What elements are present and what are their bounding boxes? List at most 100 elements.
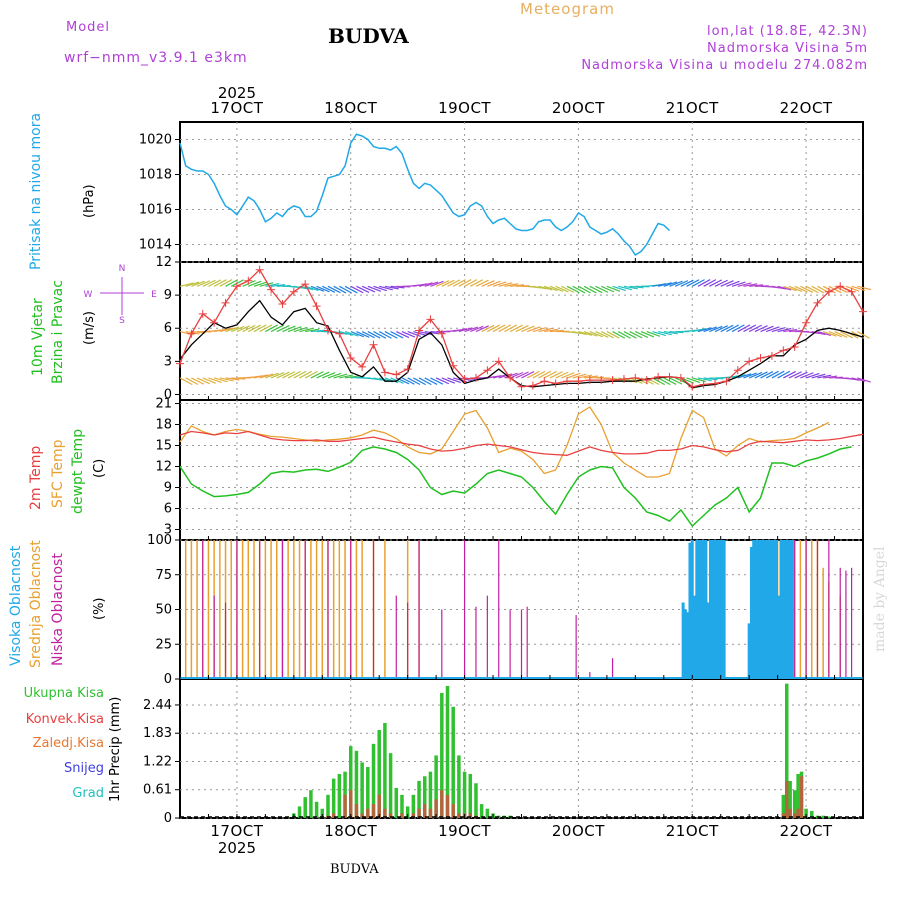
model-elevation: Nadmorska Visina u modelu 274.082m	[581, 58, 868, 73]
precip-total-bar	[383, 723, 387, 818]
wind-barb	[253, 324, 267, 333]
wind-barb	[657, 330, 672, 336]
wind-barb	[561, 372, 575, 379]
x-label-top: 19OCT	[438, 99, 491, 117]
wind-barb	[452, 279, 466, 287]
wind-barb	[555, 371, 569, 379]
precip-conv-bar	[366, 808, 370, 818]
wind-barb	[270, 372, 285, 379]
wind-barb	[213, 377, 228, 383]
wind-gust-marker	[813, 298, 822, 307]
precip-total-bar	[434, 755, 438, 818]
x-label-bottom: 20OCT	[552, 822, 605, 840]
x-label-bottom: 19OCT	[438, 822, 491, 840]
wind-barb	[549, 371, 563, 379]
y-tick-label: 75	[155, 568, 172, 583]
wind-barb	[322, 285, 336, 293]
wind-barb	[458, 279, 472, 287]
wind-barb	[857, 331, 870, 339]
precip-total-bar	[457, 755, 461, 818]
wind-barb	[492, 374, 507, 379]
wind-barb	[282, 325, 296, 333]
wind-gust-marker	[301, 280, 310, 289]
wind-barb	[441, 279, 455, 287]
wind-barb	[407, 330, 422, 337]
wind-gust-marker	[574, 377, 583, 386]
precip-total-bar	[297, 806, 302, 818]
wind-barb	[191, 377, 205, 385]
wind-barb	[663, 330, 678, 335]
wind-barb	[828, 330, 843, 338]
x-label-top: 22OCT	[780, 99, 833, 117]
y-tick-label: 21	[155, 397, 172, 412]
pressure-line	[179, 133, 671, 257]
wind-barb	[435, 377, 450, 385]
wind-barb	[498, 282, 513, 287]
wind-barb	[600, 331, 614, 339]
precip-conv-bar	[468, 813, 473, 818]
wind-barb	[817, 330, 832, 336]
wind-gust-marker	[244, 276, 253, 285]
wind-barb	[469, 279, 483, 287]
wind-barb	[464, 326, 479, 333]
wind-gust-marker	[790, 343, 799, 352]
wind-barb	[179, 377, 193, 386]
wind-barb	[447, 279, 461, 287]
wind-barb	[709, 279, 723, 287]
wind-gust-marker	[232, 282, 241, 291]
footer-station: BUDVA	[330, 862, 379, 877]
wind-barb	[851, 285, 866, 292]
wind-barb	[834, 285, 848, 293]
wind-barb	[367, 285, 382, 292]
y-tick-label: 0.61	[143, 783, 172, 798]
wind-barb	[765, 370, 779, 379]
wind-barb	[623, 331, 637, 339]
wind-barb	[424, 281, 439, 287]
precip-total-bar	[827, 816, 831, 818]
wind-barb	[509, 324, 523, 333]
y-tick-label: 3	[164, 523, 172, 538]
wind-barb	[259, 373, 274, 379]
wind-barb	[310, 285, 325, 292]
wind-barb	[811, 330, 826, 336]
wind-barb	[185, 281, 200, 287]
precip-conv-bar	[411, 813, 416, 818]
wind-gust-marker	[221, 298, 230, 307]
y-tick-label: 18	[155, 418, 172, 433]
wind-gust-marker	[608, 376, 617, 385]
wind-barb	[316, 285, 330, 293]
wind-barb	[692, 328, 707, 333]
dewpoint-line	[179, 446, 852, 528]
wind-barb	[373, 331, 387, 339]
wind-barb	[521, 325, 535, 333]
precip-total-bar	[354, 750, 359, 818]
wind-barb	[384, 331, 398, 339]
wind-barb	[413, 330, 427, 337]
precip-conv-bar	[388, 813, 393, 818]
precip-total-bar	[781, 794, 786, 818]
wind-barb	[470, 325, 484, 333]
wind-barb	[265, 283, 280, 287]
precip-conv-bar	[451, 804, 455, 818]
wind-gust-marker	[312, 302, 321, 311]
wind-barb	[327, 372, 342, 379]
precip-total-bar	[821, 815, 825, 818]
precip-conv-bar	[422, 804, 427, 818]
wind-barb	[475, 325, 489, 333]
y-tick-label: 1016	[139, 203, 172, 218]
wind-barb	[316, 371, 330, 379]
wind-gust-marker	[563, 377, 572, 386]
wind-barb	[771, 327, 786, 333]
wind-barb	[265, 324, 278, 333]
wind-barb	[339, 374, 354, 379]
wind-barb	[714, 325, 728, 333]
wind-barb	[561, 285, 575, 293]
y-tick-label: 0	[164, 811, 172, 826]
x-label-bottom: 21OCT	[666, 822, 719, 840]
year-label-bottom: 2025	[218, 839, 256, 857]
wind-barb	[287, 370, 301, 379]
precip-total-bar	[479, 804, 484, 818]
wind-barb	[640, 330, 655, 338]
precip-conv-bar	[343, 794, 347, 818]
wind-barb	[771, 370, 785, 379]
